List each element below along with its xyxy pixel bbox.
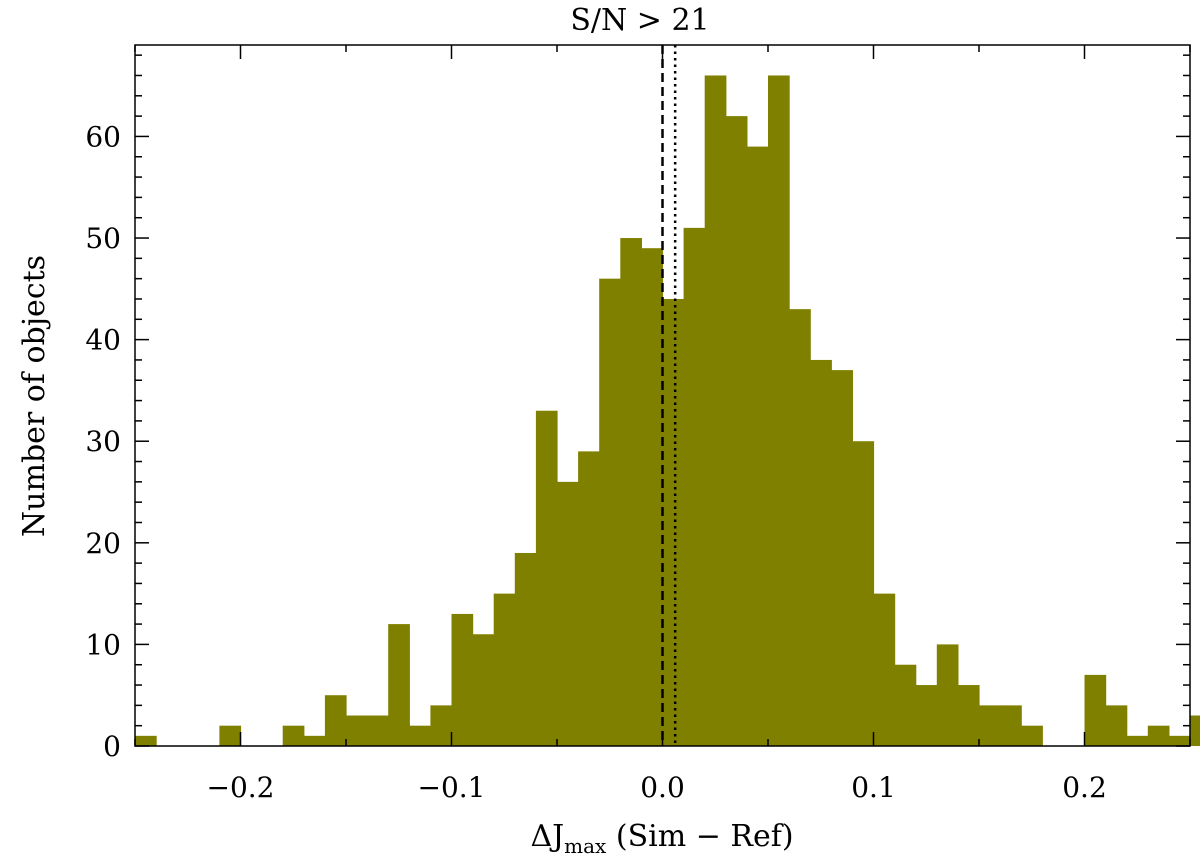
histogram-bar <box>1000 705 1022 746</box>
histogram-bar <box>1126 735 1149 746</box>
histogram-bar <box>219 725 242 746</box>
histogram-bar <box>367 715 389 746</box>
histogram-bar <box>409 725 431 746</box>
histogram-bar <box>641 248 664 746</box>
histogram-bar <box>135 735 157 746</box>
histogram-bar <box>1105 705 1128 746</box>
y-tick-label: 20 <box>85 527 121 560</box>
x-axis-label-subscript: max <box>564 834 607 856</box>
x-tick-label: 0.0 <box>640 771 685 804</box>
x-axis-label: ΔJmax (Sim − Ref) <box>530 819 793 856</box>
histogram-bar <box>662 298 685 746</box>
x-axis-label-suffix: (Sim − Ref) <box>606 819 793 854</box>
histogram-bar <box>683 227 706 746</box>
y-tick-label: 40 <box>85 324 121 357</box>
chart-title: S/N > 21 <box>570 3 709 38</box>
histogram-bar <box>599 278 621 746</box>
histogram-bar <box>1021 725 1043 746</box>
y-tick-label: 50 <box>85 222 121 255</box>
y-tick-label: 10 <box>85 628 121 661</box>
histogram-bar <box>1147 725 1170 746</box>
histogram-bar <box>282 725 305 746</box>
histogram-bar <box>936 644 959 746</box>
histogram-bar <box>324 695 347 746</box>
histogram-bar <box>1084 674 1107 746</box>
x-tick-label: 0.1 <box>851 771 896 804</box>
reference-lines <box>661 45 677 746</box>
histogram-bar <box>979 705 1001 746</box>
histogram-bar <box>346 715 368 746</box>
histogram-bar <box>852 441 875 746</box>
x-tick-labels: −0.2 −0.1 0.0 0.1 0.2 <box>207 771 1107 804</box>
histogram-bar <box>557 481 579 746</box>
histogram-bar <box>894 664 917 746</box>
histogram-bar <box>514 552 537 746</box>
histogram-bar <box>451 613 474 746</box>
histogram-bar <box>915 685 938 746</box>
histogram-bar <box>789 309 811 746</box>
x-tick-label: −0.1 <box>418 771 486 804</box>
histogram-bar <box>768 75 790 746</box>
histogram-bar <box>1190 715 1200 746</box>
axis-ticks <box>134 45 1191 747</box>
histogram-bar <box>704 75 727 746</box>
y-axis-label: Number of objects <box>17 255 52 537</box>
histogram-bar <box>957 685 980 746</box>
histogram-bar <box>578 451 600 746</box>
y-tick-labels: 0 10 20 30 40 50 60 <box>85 120 121 763</box>
histogram-bar <box>725 116 748 746</box>
histogram-bar <box>831 370 853 746</box>
histogram-bar <box>493 593 516 746</box>
x-axis-label-main: ΔJ <box>530 819 564 854</box>
x-tick-label: 0.2 <box>1062 771 1107 804</box>
x-tick-label: −0.2 <box>207 771 275 804</box>
histogram-bar <box>1168 735 1191 746</box>
histogram-bar <box>810 359 832 746</box>
histogram-bar <box>388 624 410 746</box>
y-tick-label: 60 <box>85 120 121 153</box>
histogram-bar <box>472 634 495 746</box>
y-tick-label: 0 <box>103 730 121 763</box>
histogram-bar <box>746 146 769 746</box>
histogram-bar <box>303 735 326 746</box>
histogram-bar <box>620 238 642 746</box>
histogram-bar <box>535 410 558 746</box>
histogram-bar <box>873 593 896 746</box>
histogram-bar <box>430 705 453 746</box>
histogram-bars <box>135 75 1200 746</box>
y-tick-label: 30 <box>85 425 121 458</box>
